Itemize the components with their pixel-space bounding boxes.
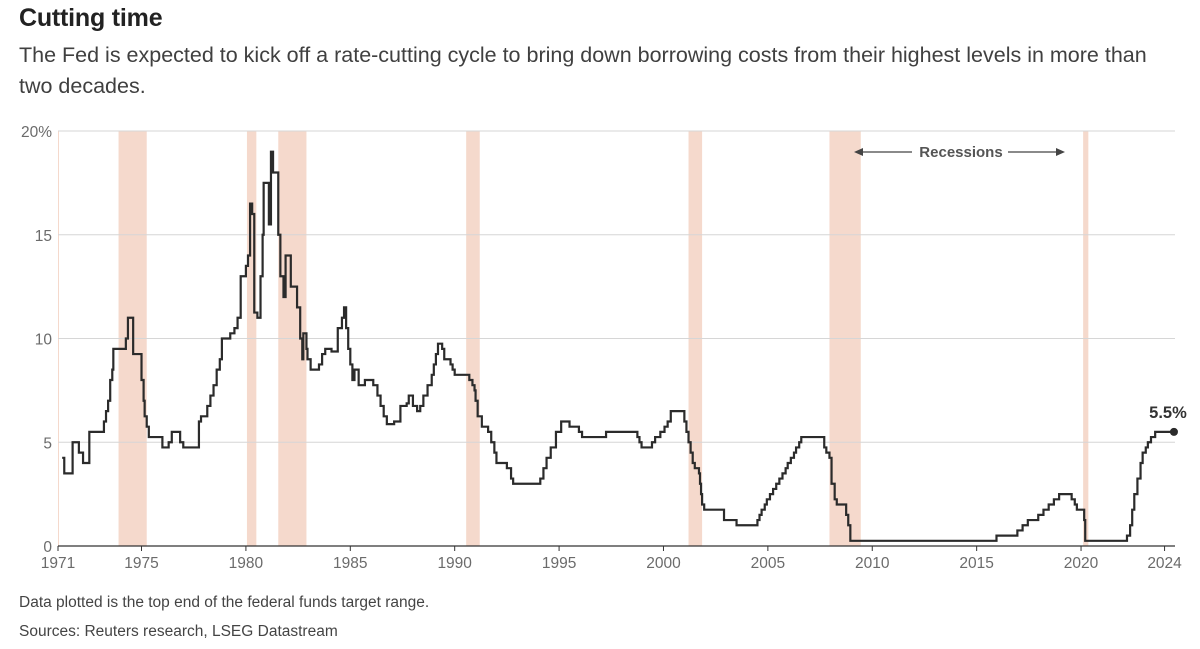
recessions-arrowhead-left: [854, 148, 863, 156]
x-tick-label: 1980: [229, 555, 264, 572]
recessions-label: Recessions: [919, 144, 1002, 161]
y-tick-label: 0: [43, 539, 52, 556]
series-line-1: [62, 150, 1174, 542]
x-tick-label: 2015: [959, 555, 993, 572]
x-tick-label: 2005: [751, 555, 785, 572]
y-tick-label: 10: [35, 332, 53, 349]
recessions-annotation: Recessions: [854, 144, 1065, 161]
x-tick-label: 2010: [855, 555, 890, 572]
y-gridlines: [58, 130, 1175, 547]
sources-note: Sources: Reuters research, LSEG Datastre…: [19, 623, 338, 640]
fed-funds-chart: 1971 1975 1980 1985 1990 1995 2000 2005 2010 2015…: [21, 124, 1187, 572]
x-axis: 1971 1975 1980 1985 1990 1995 2000 2005 2010 2015…: [41, 546, 1182, 572]
y-tick-label: 5: [43, 435, 52, 452]
x-tick-label: 2024: [1147, 555, 1182, 572]
y-axis: 0 5 10 15 20%: [21, 124, 52, 556]
y-tick-label: 20%: [21, 124, 52, 141]
y-tick-label: 15: [35, 228, 52, 245]
x-tick-label: 1995: [542, 555, 576, 572]
series-layer: [62, 150, 1174, 542]
chart-subtitle: The Fed is expected to kick off a rate-c…: [19, 43, 1147, 98]
last-value: 5.5%: [1149, 404, 1187, 436]
recessions-arrowhead-right: [1056, 148, 1065, 156]
x-tick-label: 1971: [41, 555, 75, 572]
x-tick-label: 1990: [437, 555, 472, 572]
data-note: Data plotted is the top end of the feder…: [19, 594, 430, 611]
last-value-label: 5.5%: [1149, 404, 1187, 422]
x-tick-label: 1985: [333, 555, 367, 572]
chart-title: Cutting time: [19, 4, 163, 32]
last-value-dot: [1169, 427, 1178, 436]
x-tick-label: 1975: [124, 555, 158, 572]
x-tick-label: 2020: [1064, 555, 1099, 572]
x-tick-label: 2000: [646, 555, 681, 572]
